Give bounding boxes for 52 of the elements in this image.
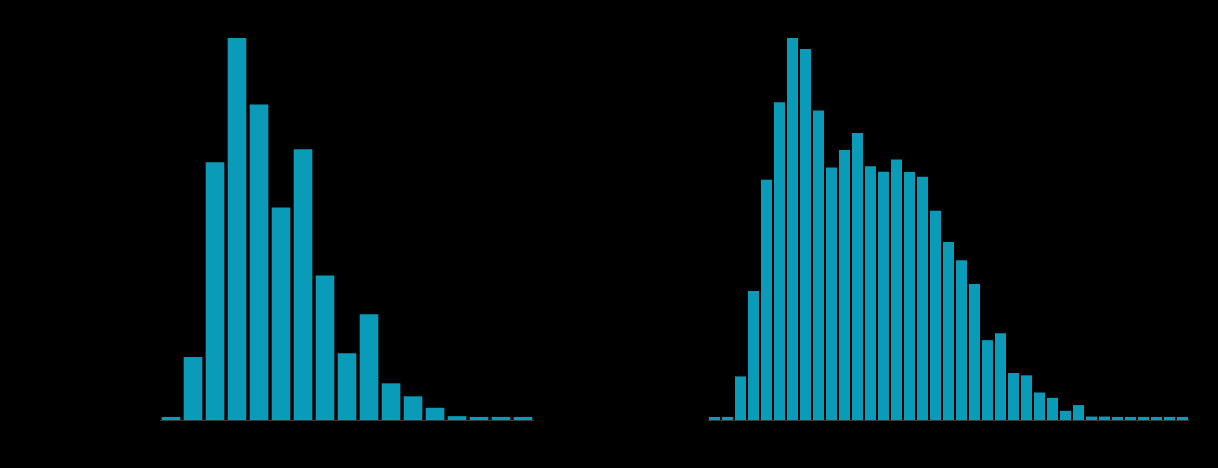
- bar: [865, 166, 876, 420]
- bar: [469, 416, 489, 420]
- bar: [774, 102, 785, 420]
- bar: [852, 133, 863, 420]
- bar: [1073, 405, 1084, 420]
- bar: [1008, 373, 1019, 420]
- bar: [813, 110, 824, 420]
- bar: [227, 38, 247, 420]
- bar: [359, 314, 379, 420]
- bar: [513, 416, 533, 420]
- bar: [943, 241, 954, 420]
- bar: [969, 284, 980, 420]
- bar: [761, 179, 772, 420]
- bar: [839, 149, 850, 420]
- bar: [1177, 416, 1188, 420]
- bar: [748, 290, 759, 420]
- bar: [878, 171, 889, 420]
- bar: [1125, 416, 1136, 420]
- bar: [891, 159, 902, 420]
- bar: [1021, 375, 1032, 420]
- bar: [982, 340, 993, 420]
- bar: [1060, 410, 1071, 420]
- bar: [293, 149, 313, 420]
- bar: [800, 49, 811, 420]
- bar: [1164, 416, 1175, 420]
- bar: [722, 416, 733, 420]
- bar: [271, 207, 291, 420]
- bar: [249, 104, 269, 420]
- bar: [735, 376, 746, 420]
- bar: [315, 275, 335, 420]
- bar: [709, 416, 720, 420]
- bar: [403, 396, 423, 420]
- bar: [161, 416, 181, 420]
- bar: [425, 407, 445, 420]
- bar: [337, 353, 357, 420]
- bar: [956, 260, 967, 420]
- bar: [183, 356, 203, 420]
- bar: [491, 416, 511, 420]
- bar: [917, 176, 928, 420]
- bar: [787, 38, 798, 420]
- bar: [904, 172, 915, 420]
- bar: [1138, 416, 1149, 420]
- bar: [1034, 392, 1045, 420]
- bar: [447, 416, 467, 420]
- bar: [1151, 416, 1162, 420]
- bar: [381, 383, 401, 420]
- bar: [1047, 397, 1058, 420]
- bar: [930, 210, 941, 420]
- bar: [995, 333, 1006, 420]
- bar: [205, 162, 225, 420]
- bar: [1112, 416, 1123, 420]
- bar: [826, 167, 837, 420]
